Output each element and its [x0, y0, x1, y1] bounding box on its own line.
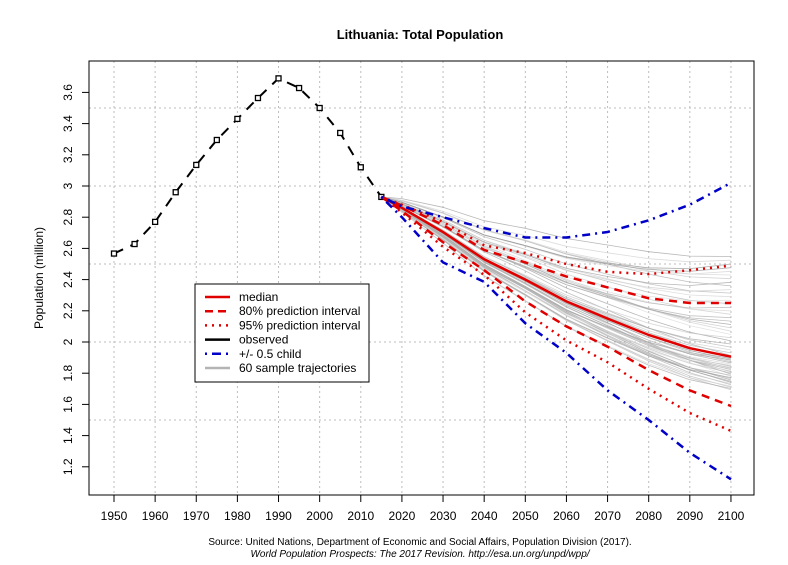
observed-point [234, 115, 241, 123]
legend-label: 80% prediction interval [239, 304, 360, 318]
trajectory-line [381, 196, 732, 381]
observed-point [275, 75, 282, 82]
y-tick-label: 2 [61, 338, 75, 345]
chart-title: Lithuania: Total Population [337, 27, 504, 42]
source-line-1: Source: United Nations, Department of Ec… [208, 537, 631, 548]
observed-point [193, 161, 200, 169]
trajectory-line [381, 196, 732, 366]
trajectory-line [381, 196, 732, 270]
x-tick-label: 2060 [553, 509, 580, 523]
y-axis-label: Population (million) [32, 227, 46, 329]
source-line-2: World Population Prospects: The 2017 Rev… [250, 549, 590, 560]
x-tick-label: 1960 [142, 509, 169, 523]
plot-frame [88, 60, 755, 496]
y-tick-label: 3 [61, 182, 75, 189]
x-tick-label: 1990 [265, 509, 292, 523]
trajectory-line [381, 196, 732, 263]
x-tick-label: 1970 [183, 509, 210, 523]
y-axis: 1.2 1.4 1.6 1.8 2 2.2 2.4 2.6 2.8 3 3.2 3.4 3.6 [61, 84, 89, 475]
x-axis: 1950 1960 1970 1980 1990 2000 2010 2020 2030 2040… [101, 494, 745, 523]
observed-point [110, 250, 118, 257]
x-tick-label: 2010 [347, 509, 374, 523]
y-tick-label: 3.4 [61, 115, 75, 132]
series-median [380, 195, 732, 358]
trajectory-line [381, 196, 732, 322]
trajectory-line [381, 196, 732, 286]
series-observed [113, 77, 383, 255]
trajectory-line [381, 196, 732, 380]
y-tick-label: 2.8 [61, 209, 75, 226]
observed-point [337, 129, 344, 137]
trajectory-line [381, 196, 732, 375]
x-tick-label: 2080 [635, 509, 662, 523]
series-80-prediction-interval-lower [380, 195, 732, 408]
x-tick-label: 2100 [718, 509, 745, 523]
observed-point [316, 104, 323, 112]
legend-label: 95% prediction interval [239, 318, 360, 332]
y-tick-label: 3.6 [61, 84, 75, 101]
observed-point [131, 240, 138, 248]
x-tick-label: 2030 [430, 509, 457, 523]
legend-label: 60 sample trajectories [239, 361, 356, 375]
y-tick-label: 2.6 [61, 240, 75, 257]
trajectory-line [381, 196, 732, 367]
trajectory-line [381, 196, 732, 298]
observed-point [357, 164, 364, 171]
y-tick-label: 2.2 [61, 302, 75, 319]
trajectory-line [381, 196, 732, 257]
y-tick-label: 1.6 [61, 396, 75, 413]
y-tick-label: 3.2 [61, 146, 75, 163]
legend-label: median [239, 290, 278, 304]
observed-point [254, 94, 262, 102]
x-tick-label: 2070 [594, 509, 621, 523]
x-tick-label: 2090 [676, 509, 703, 523]
x-tick-label: 1980 [224, 509, 251, 523]
series-0-5-child-upper [380, 181, 732, 239]
legend-label: +/- 0.5 child [239, 347, 301, 361]
x-tick-label: 2040 [471, 509, 498, 523]
x-tick-label: 2000 [306, 509, 333, 523]
y-tick-label: 2.4 [61, 271, 75, 288]
observed-point [295, 84, 303, 92]
trajectory-line [381, 196, 732, 359]
observed-point [172, 189, 179, 196]
legend-box [194, 283, 370, 383]
trajectory-line [381, 196, 732, 376]
legend-label: observed [239, 333, 288, 347]
x-tick-label: 1950 [101, 509, 128, 523]
y-tick-label: 1.2 [61, 458, 75, 475]
grid [89, 61, 754, 495]
y-tick-label: 1.4 [61, 427, 75, 444]
series-layer [110, 75, 732, 481]
observed-point [213, 136, 220, 144]
series-95-prediction-interval-upper [380, 195, 732, 276]
series-0-5-child-lower [380, 196, 732, 481]
observed-point [151, 218, 159, 226]
x-tick-label: 2020 [389, 509, 416, 523]
y-tick-label: 1.8 [61, 365, 75, 382]
series-80-prediction-interval-upper [380, 195, 731, 305]
x-tick-label: 2050 [512, 509, 539, 523]
